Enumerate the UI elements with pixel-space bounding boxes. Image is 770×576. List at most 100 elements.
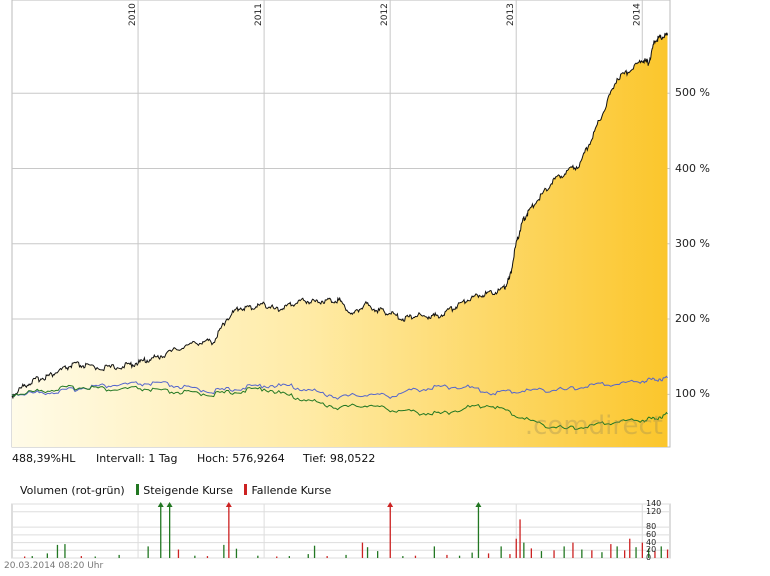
volume-bar — [64, 544, 66, 558]
volume-bar — [194, 555, 196, 558]
volume-bars — [24, 502, 669, 558]
volume-bar — [591, 550, 593, 558]
volume-bar — [635, 547, 637, 558]
volume-bar — [500, 546, 502, 558]
volume-bar — [581, 549, 583, 558]
volume-bar — [654, 551, 656, 558]
volume-chart — [11, 502, 671, 559]
y-tick-label: 100 % — [675, 387, 710, 401]
volume-bar — [235, 548, 238, 558]
volume-bar — [509, 554, 511, 558]
volume-bar — [471, 552, 473, 558]
volume-bar — [666, 549, 669, 558]
volume-bar — [446, 554, 448, 558]
volume-overflow-arrow-icon — [225, 502, 232, 507]
volume-tick-label: 20 — [646, 545, 657, 555]
volume-bar — [610, 544, 612, 558]
volume-bar — [118, 554, 120, 558]
interval-value: Intervall: 1 Tag — [96, 452, 178, 465]
volume-bar — [24, 556, 26, 558]
volume-bar — [519, 519, 521, 558]
volume-bar — [228, 504, 230, 558]
legend-up-label: Steigende Kurse — [143, 484, 233, 497]
legend-down-label: Fallende Kurse — [251, 484, 332, 497]
volume-bar — [624, 550, 626, 558]
volume-bar — [487, 553, 490, 558]
volume-legend: Volumen (rot-grün) Steigende Kurse Falle… — [20, 484, 331, 497]
volume-tick-label: 80 — [646, 522, 657, 532]
volume-bar — [257, 555, 259, 558]
x-tick-label: 2011 — [254, 3, 264, 26]
volume-overflow-arrow-icon — [387, 502, 394, 507]
volume-bar — [660, 546, 662, 558]
price-area-fill — [12, 32, 668, 448]
volume-bar — [313, 545, 316, 558]
volume-bar — [629, 538, 631, 558]
series-line-1 — [11, 375, 668, 400]
volume-bar — [169, 504, 171, 558]
volume-bar — [177, 549, 180, 558]
volume-bar — [276, 556, 278, 558]
volume-bar — [414, 555, 417, 558]
volume-bar — [377, 551, 379, 558]
volume-bar — [458, 555, 461, 558]
high-value: Hoch: 576,9264 — [197, 452, 285, 465]
volume-bar — [147, 546, 149, 558]
volume-bar — [56, 544, 59, 558]
volume-tick-label: 0 — [646, 553, 652, 562]
volume-bar — [515, 538, 517, 558]
volume-bar — [523, 542, 525, 558]
volume-bar — [46, 553, 48, 558]
x-tick-label: 2013 — [506, 3, 516, 26]
volume-bar — [326, 556, 328, 558]
x-tick-label: 2014 — [632, 3, 642, 26]
volume-bar — [366, 547, 369, 558]
volume-overflow-arrow-icon — [475, 502, 482, 507]
change-value: 488,39%HL — [12, 452, 76, 465]
volume-tick-label: 140 — [646, 499, 662, 508]
series-lines — [11, 32, 668, 431]
up-swatch-icon — [136, 484, 140, 495]
volume-bar — [402, 556, 404, 558]
x-axis-labels: 2010 2011 2012 2013 2014 — [128, 3, 642, 26]
volume-bar — [288, 556, 290, 558]
volume-bar — [477, 504, 480, 558]
volume-bar — [601, 552, 603, 558]
volume-bar — [307, 554, 309, 558]
volume-overflow-arrow-icon — [157, 502, 164, 507]
x-tick-label: 2010 — [128, 3, 138, 26]
volume-tick-label: 40 — [646, 537, 657, 547]
volume-bar — [616, 546, 618, 558]
volume-bar — [160, 504, 162, 558]
series-line-2 — [11, 384, 668, 431]
volume-bar — [31, 556, 33, 558]
volume-bar — [345, 554, 347, 558]
volume-bar — [553, 550, 555, 558]
timestamp: 20.03.2014 08:20 Uhr — [4, 561, 104, 571]
volume-bar — [206, 556, 209, 558]
series-line-0 — [11, 32, 668, 400]
volume-bar — [361, 542, 364, 558]
y-tick-label: 200 % — [675, 312, 710, 326]
volume-bar — [389, 504, 391, 558]
y-tick-label: 500 % — [675, 86, 710, 100]
volume-bar — [641, 542, 643, 558]
volume-bar — [80, 556, 82, 558]
y-tick-label: 400 % — [675, 161, 710, 175]
volume-title: Volumen (rot-grün) — [20, 484, 125, 497]
volume-bar — [530, 548, 532, 558]
volume-overflow-arrow-icon — [166, 502, 173, 507]
volume-bar — [540, 551, 543, 558]
y-tick-label: 300 % — [675, 236, 710, 250]
volume-bar — [648, 548, 650, 558]
volume-grid — [11, 503, 671, 559]
x-tick-label: 2012 — [380, 3, 390, 26]
volume-bar — [94, 556, 96, 558]
down-swatch-icon — [244, 484, 248, 495]
volume-bar — [563, 546, 565, 558]
volume-bar — [223, 544, 225, 558]
low-value: Tief: 98,0522 — [303, 452, 376, 465]
volume-tick-label: 60 — [646, 529, 657, 539]
volume-tick-label: 120 — [646, 506, 662, 516]
watermark: .comdirect — [525, 411, 663, 441]
